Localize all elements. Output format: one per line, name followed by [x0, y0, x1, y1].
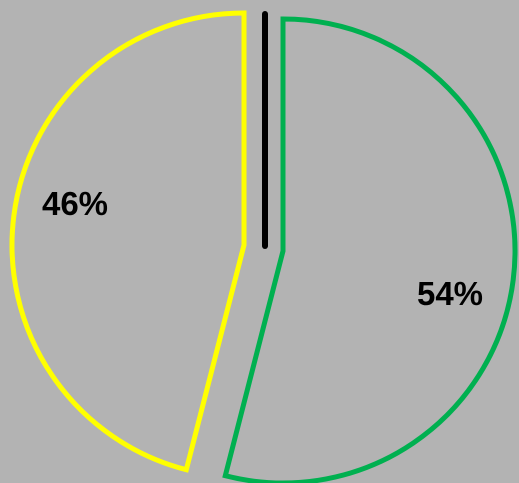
- slice-label-green: 54%: [417, 275, 483, 312]
- slice-label-yellow: 46%: [42, 185, 108, 222]
- pie-slice-green: [222, 16, 518, 483]
- pie-slice-yellow: [9, 10, 247, 473]
